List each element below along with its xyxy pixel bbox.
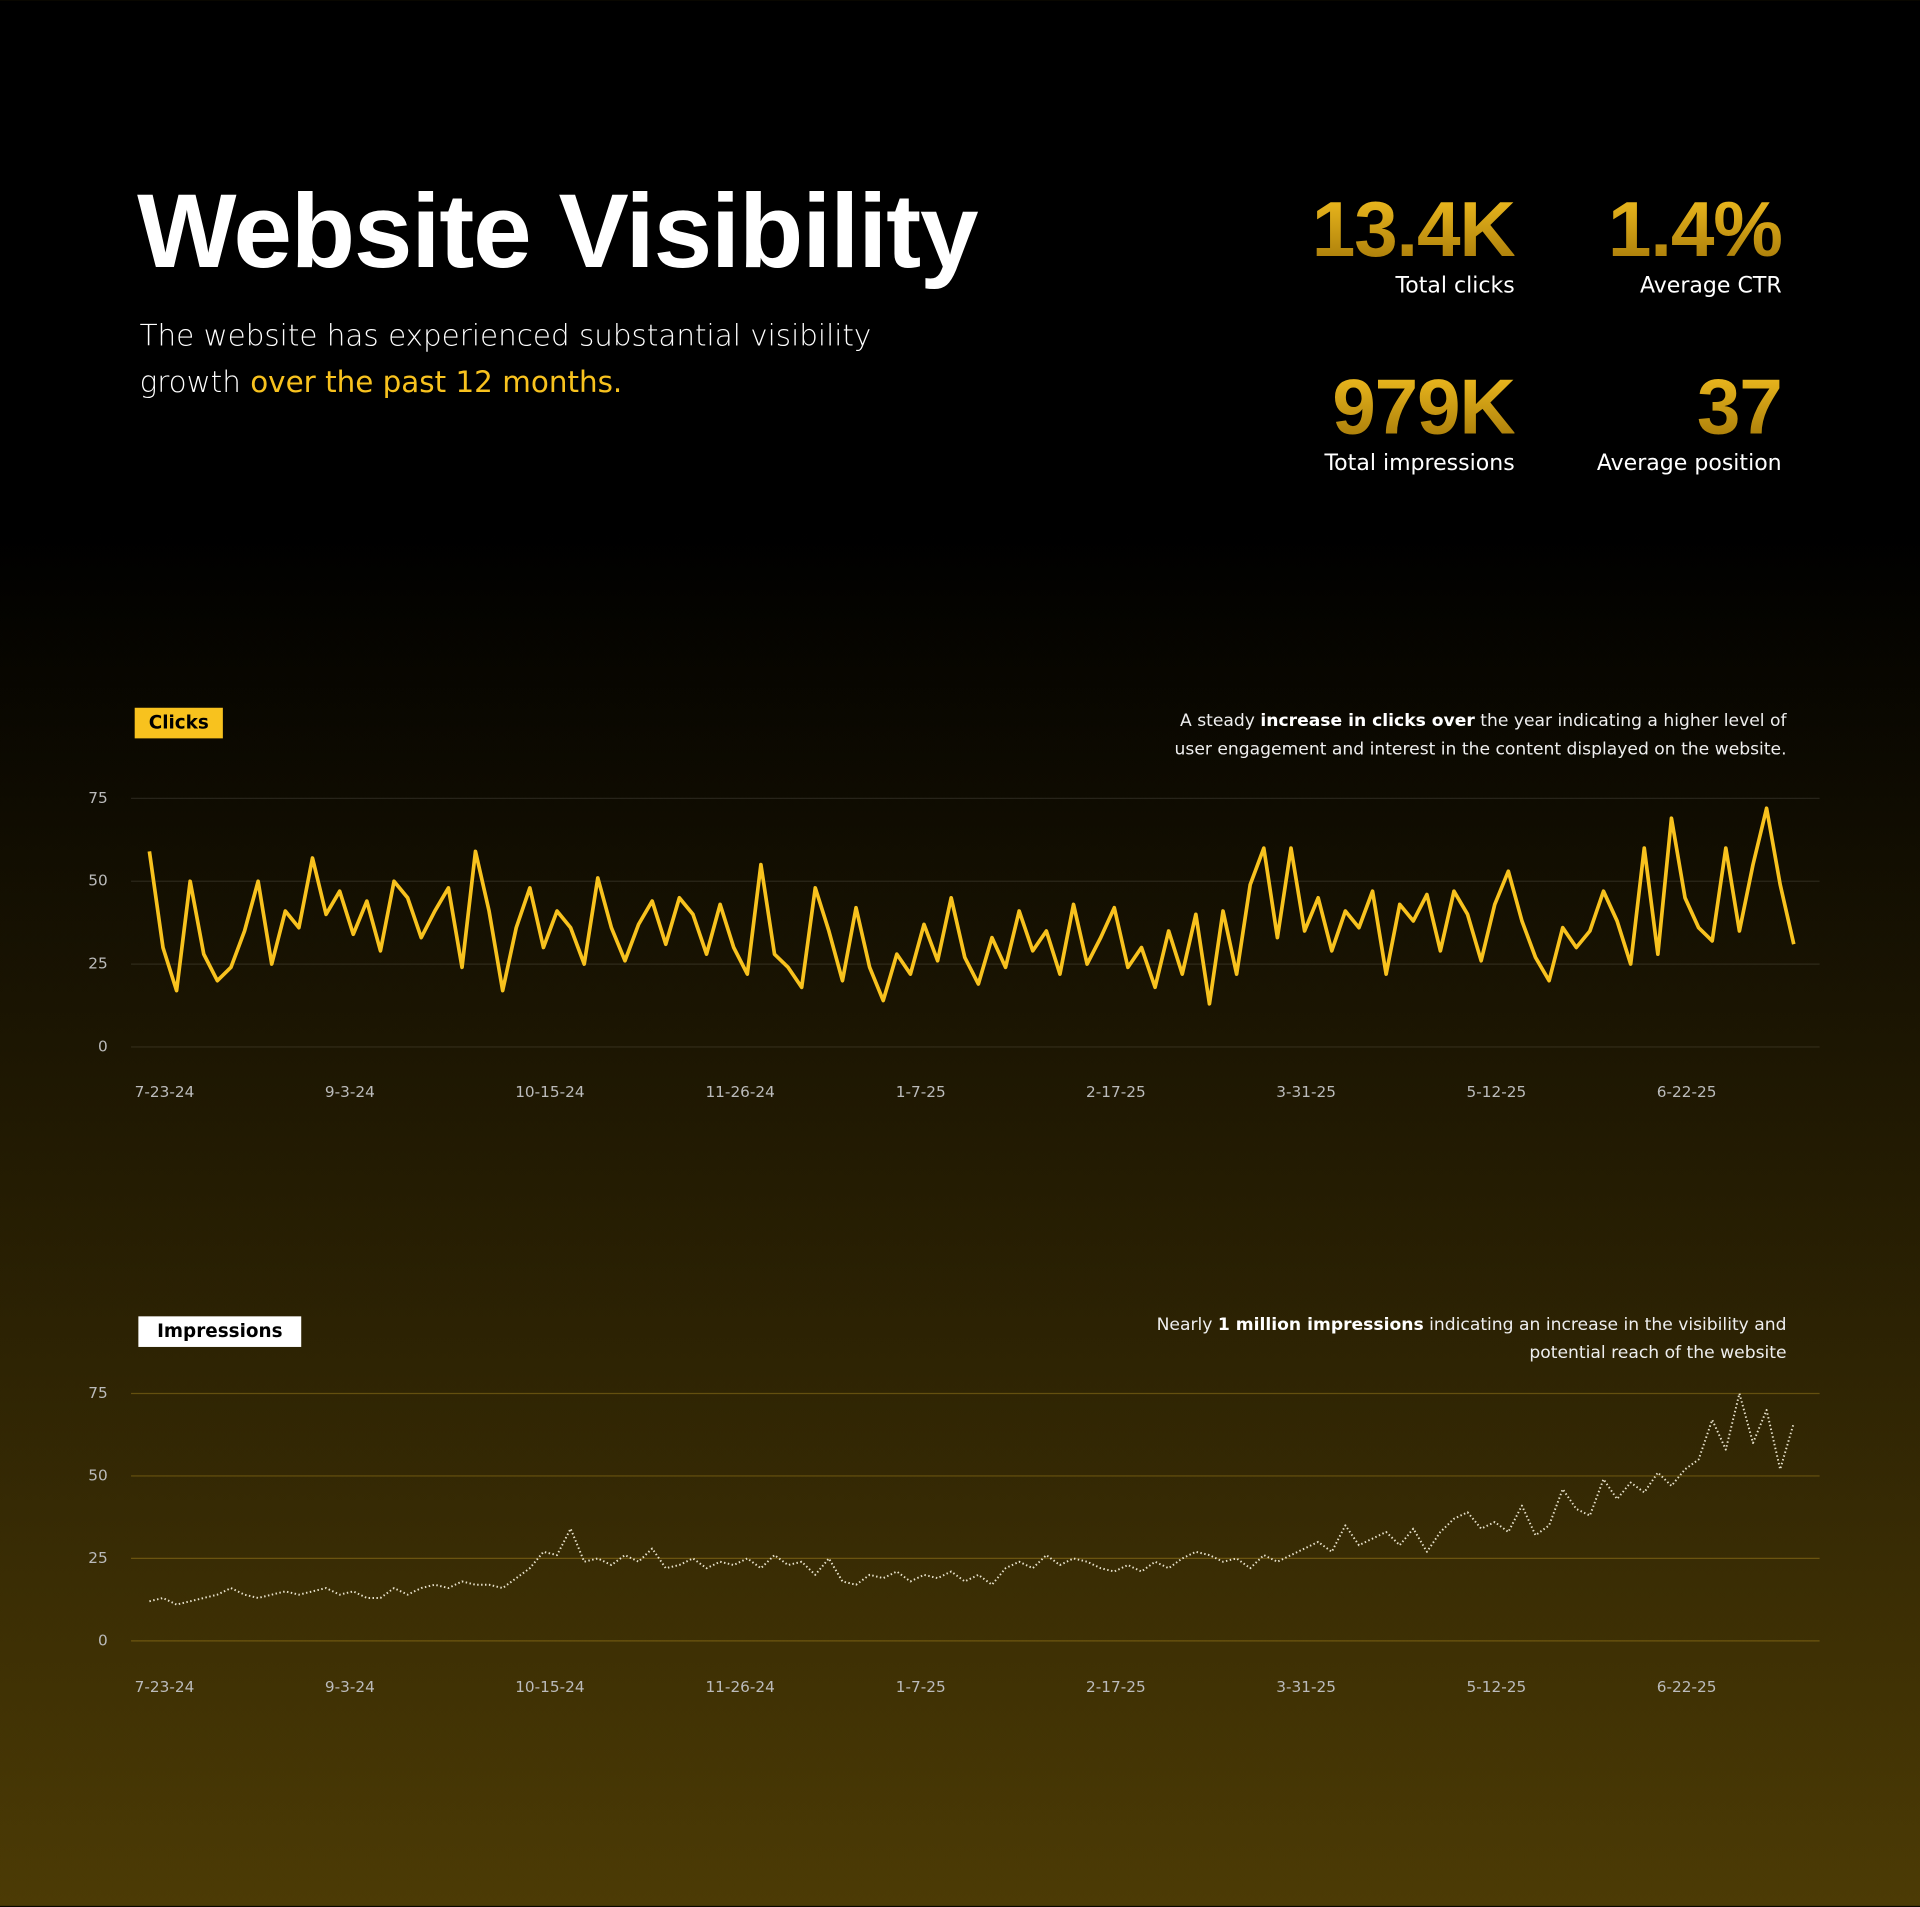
x-tick-label: 5-12-25: [1467, 1678, 1527, 1696]
line-series: [147, 806, 1796, 1006]
subtitle: The website has experienced substantial …: [140, 312, 875, 405]
x-tick-label: 10-15-24: [515, 1083, 584, 1101]
stat-value: 1.4%: [1463, 190, 1783, 268]
chart-annotation: A steady increase in clicks over the yea…: [1150, 708, 1787, 764]
stat-label: Average position: [1596, 450, 1782, 477]
x-tick-label: 11-26-24: [705, 1678, 774, 1696]
y-tick-label: 0: [98, 1037, 108, 1055]
annotation-part: indicating an increase in the visibility…: [1423, 1315, 1787, 1363]
stat-label: Total impressions: [1324, 450, 1515, 477]
y-tick-label: 0: [98, 1631, 108, 1649]
stat-value: 979K: [1196, 367, 1516, 445]
subtitle-highlight: over the past 12 months.: [250, 364, 623, 400]
x-tick-label: 10-15-24: [515, 1678, 584, 1696]
annotation-part: 1 million impressions: [1217, 1315, 1424, 1335]
y-tick-label: 25: [88, 955, 107, 973]
stat-value: 13.4K: [1196, 190, 1516, 268]
chart-annotation: Nearly 1 million impressions indicating …: [1150, 1311, 1787, 1367]
x-tick-label: 9-3-24: [325, 1678, 375, 1696]
x-tick-label: 7-23-24: [135, 1678, 195, 1696]
y-tick-label: 25: [88, 1549, 107, 1567]
stat: 1.4% Average CTR: [1463, 190, 1783, 299]
annotation-part: Nearly: [1156, 1315, 1218, 1335]
y-tick-label: 75: [88, 789, 107, 807]
x-tick-label: 5-12-25: [1467, 1083, 1527, 1101]
annotation-part: A steady: [1180, 711, 1261, 732]
x-tick-label: 1-7-25: [896, 1678, 946, 1696]
y-tick-label: 50: [88, 872, 107, 890]
x-tick-label: 7-23-24: [135, 1083, 195, 1101]
annotation-part: the year indicating a higher level of us…: [1174, 711, 1787, 760]
x-tick-label: 6-22-25: [1657, 1083, 1717, 1101]
stat-value: 37: [1463, 367, 1783, 445]
subtitle-text: The website has experienced substantial …: [139, 318, 872, 400]
annotation-part: increase in clicks over: [1260, 711, 1475, 732]
page-title: Website Visibility: [137, 172, 978, 291]
y-tick-label: 75: [88, 1384, 107, 1402]
line-series: [149, 1392, 1795, 1606]
x-tick-label: 6-22-25: [1657, 1678, 1717, 1696]
stat: 13.4K Total clicks: [1196, 190, 1516, 299]
x-tick-label: 2-17-25: [1086, 1678, 1146, 1696]
x-tick-label: 3-31-25: [1276, 1678, 1336, 1696]
y-tick-label: 50: [88, 1466, 107, 1484]
chart-tag: Impressions: [138, 1316, 302, 1347]
x-tick-label: 1-7-25: [896, 1083, 946, 1101]
stat-label: Average CTR: [1639, 273, 1782, 299]
x-tick-label: 2-17-25: [1086, 1083, 1146, 1101]
x-tick-label: 11-26-24: [705, 1083, 774, 1101]
x-tick-label: 3-31-25: [1276, 1083, 1336, 1101]
stat: 37 Average position: [1463, 367, 1783, 477]
chart-tag: Clicks: [134, 707, 223, 739]
stat-label: Total clicks: [1395, 273, 1515, 299]
x-tick-label: 9-3-24: [325, 1083, 375, 1101]
stat: 979K Total impressions: [1196, 367, 1516, 477]
